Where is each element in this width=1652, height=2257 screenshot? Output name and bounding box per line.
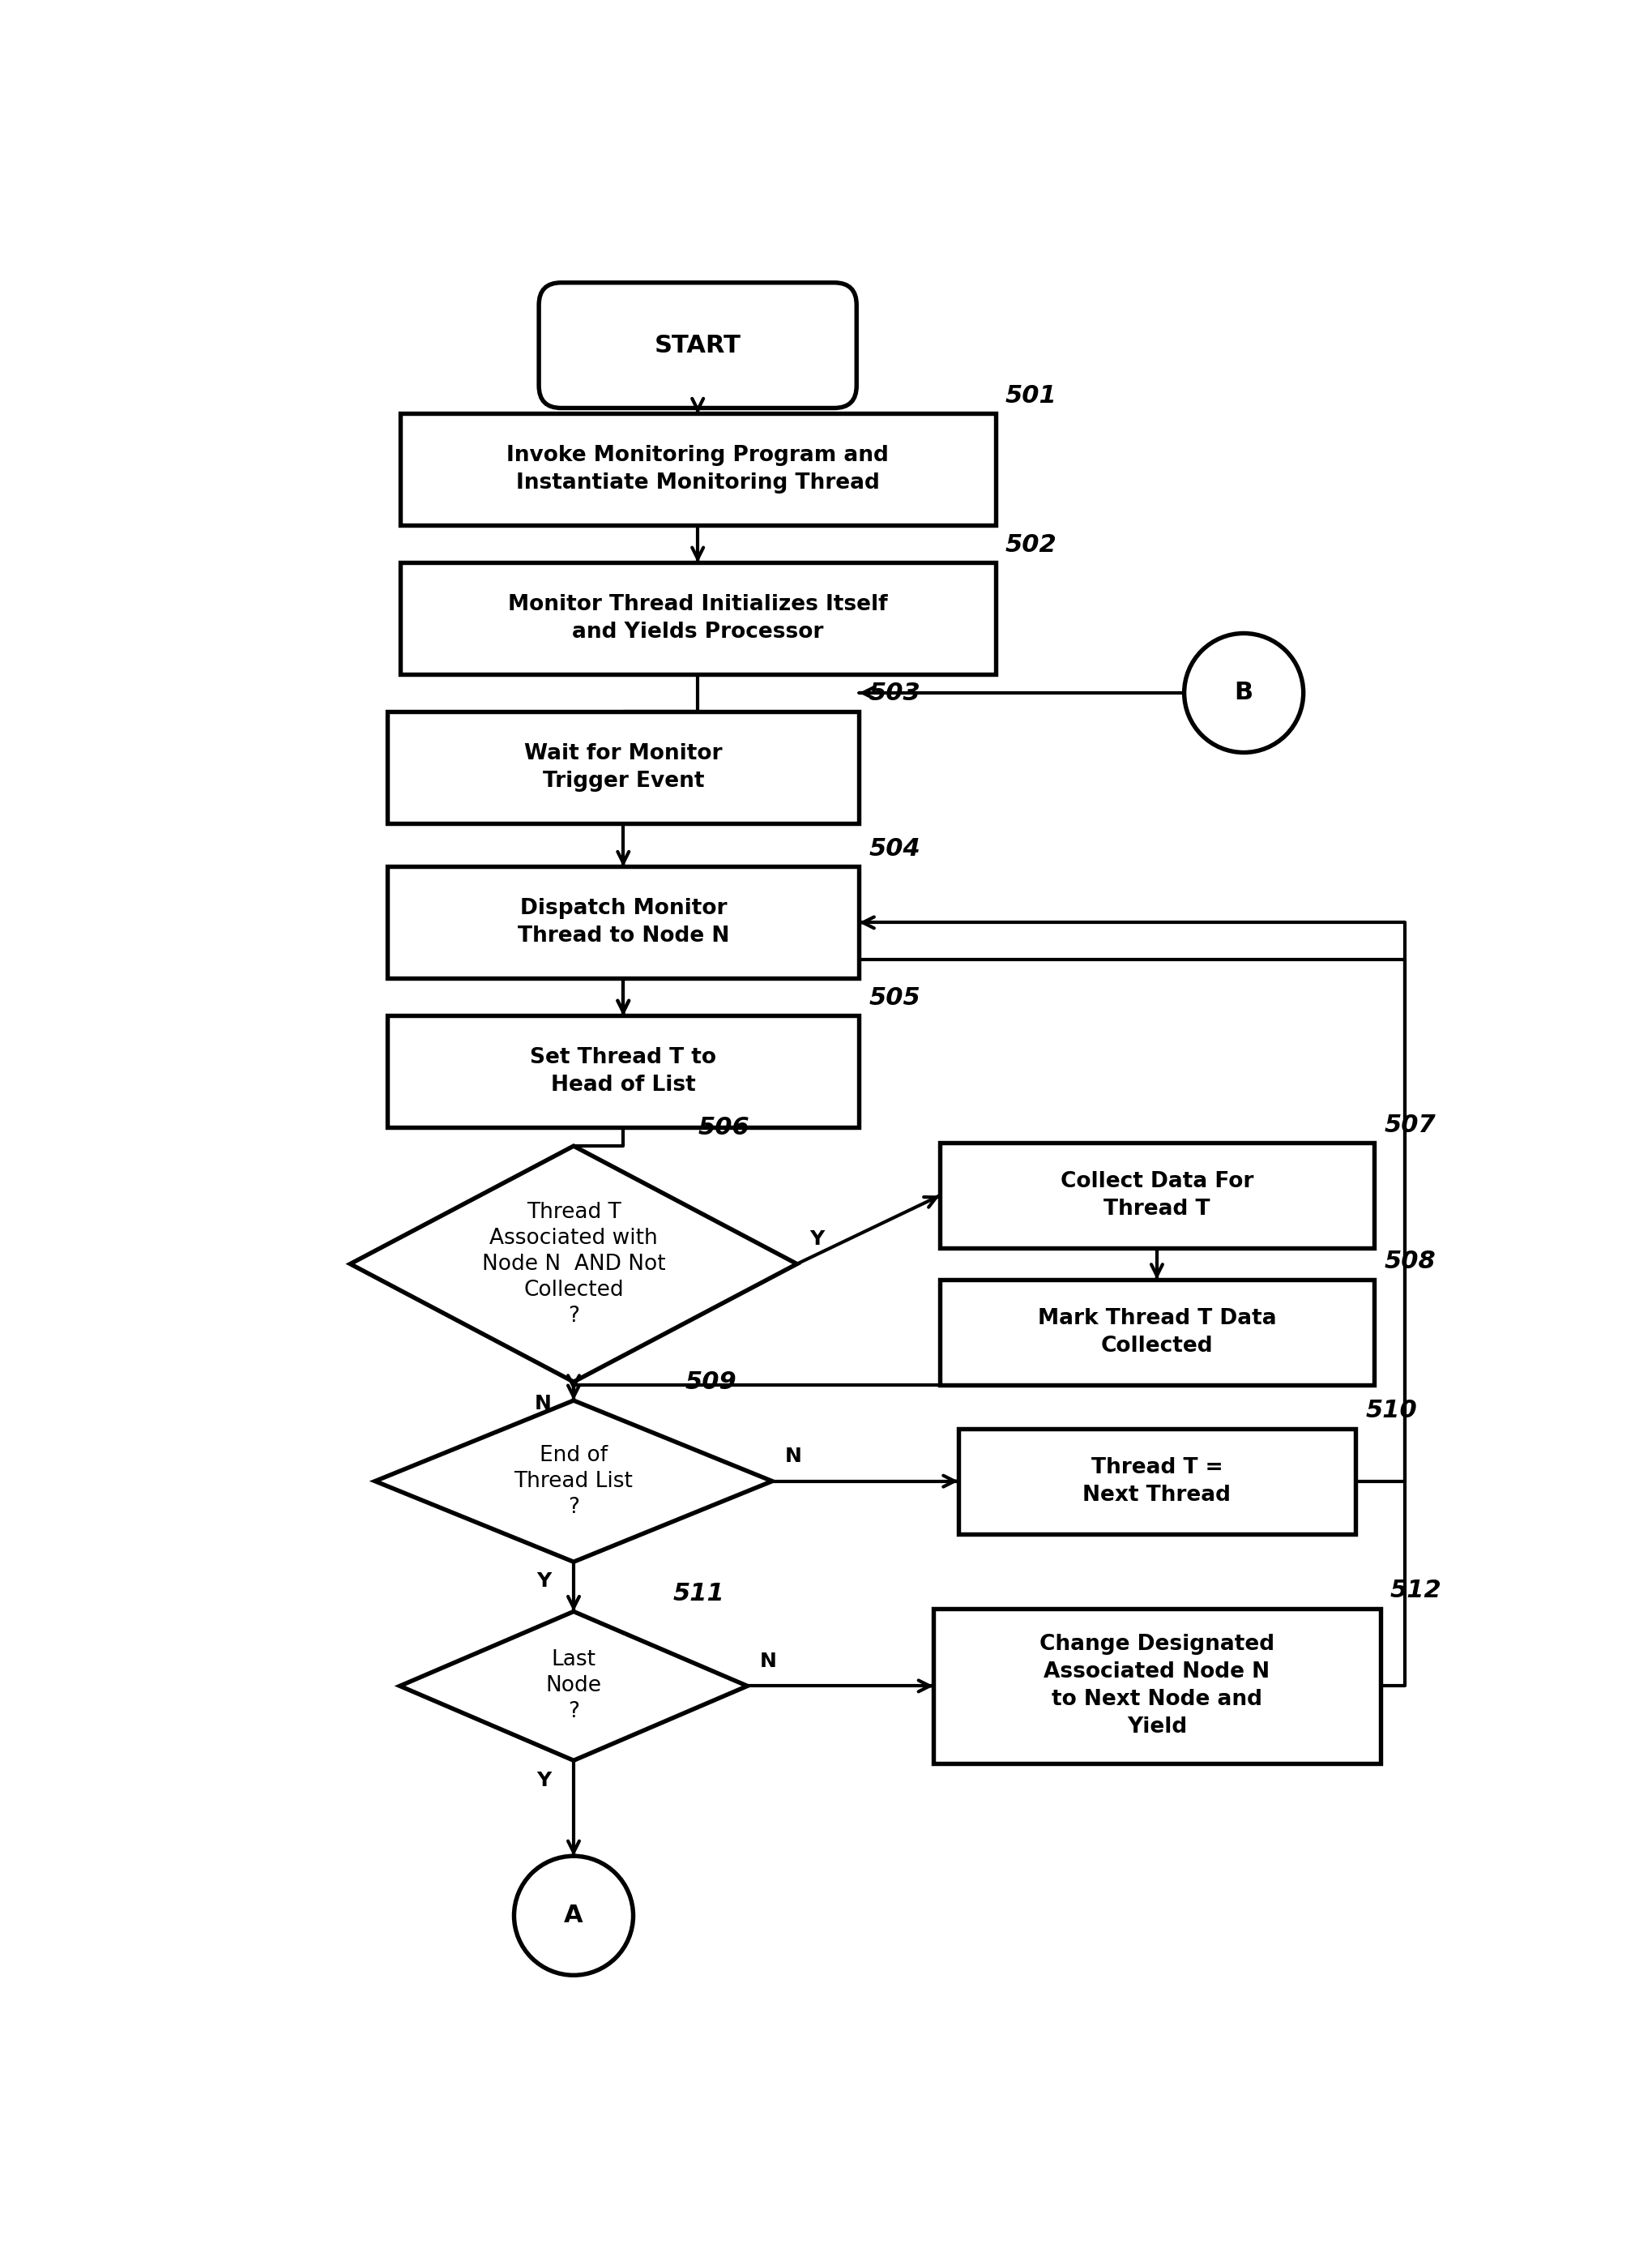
Text: Thread T =
Next Thread: Thread T = Next Thread [1082,1456,1231,1505]
Text: B: B [1234,682,1254,704]
Bar [388,1016,859,1126]
Bar [940,1142,1374,1248]
Text: Mark Thread T Data
Collected: Mark Thread T Data Collected [1037,1307,1277,1356]
Text: 501: 501 [1006,384,1057,406]
Text: A: A [563,1905,583,1927]
Bar [400,562,996,675]
Circle shape [514,1855,633,1975]
Text: Collect Data For
Thread T: Collect Data For Thread T [1061,1171,1254,1221]
Circle shape [1184,634,1303,752]
Text: 505: 505 [869,986,920,1009]
Polygon shape [350,1147,796,1381]
Text: Monitor Thread Initializes Itself
and Yields Processor: Monitor Thread Initializes Itself and Yi… [507,594,887,643]
Text: N: N [760,1652,776,1670]
Bar [933,1609,1381,1763]
Text: 509: 509 [686,1370,737,1395]
Text: Wait for Monitor
Trigger Event: Wait for Monitor Trigger Event [524,743,722,792]
Text: Thread T
Associated with
Node N  AND Not
Collected
?: Thread T Associated with Node N AND Not … [482,1201,666,1327]
Text: 508: 508 [1384,1250,1436,1273]
Text: Invoke Monitoring Program and
Instantiate Monitoring Thread: Invoke Monitoring Program and Instantiat… [507,445,889,494]
Bar [940,1280,1374,1386]
Polygon shape [375,1399,771,1562]
Bar [958,1429,1356,1535]
Bar [400,413,996,526]
Bar [388,867,859,977]
Text: Y: Y [537,1571,552,1591]
Text: 502: 502 [1006,533,1057,555]
Text: Dispatch Monitor
Thread to Node N: Dispatch Monitor Thread to Node N [517,898,729,948]
Text: START: START [654,334,742,357]
Text: 503: 503 [869,682,920,704]
Text: 504: 504 [869,837,920,860]
Text: N: N [534,1395,552,1413]
Text: 506: 506 [697,1117,750,1140]
Text: Change Designated
Associated Node N
to Next Node and
Yield: Change Designated Associated Node N to N… [1039,1634,1274,1738]
Text: Y: Y [537,1769,552,1790]
Text: 510: 510 [1366,1399,1417,1422]
Text: Y: Y [809,1230,824,1248]
Text: End of
Thread List
?: End of Thread List ? [514,1444,633,1517]
Text: Last
Node
?: Last Node ? [545,1650,601,1722]
Bar [388,711,859,824]
Text: Set Thread T to
Head of List: Set Thread T to Head of List [530,1047,717,1097]
Text: 511: 511 [672,1582,725,1605]
Text: 507: 507 [1384,1113,1436,1138]
Text: 512: 512 [1391,1578,1442,1602]
FancyBboxPatch shape [539,282,857,409]
Polygon shape [400,1611,747,1760]
Text: N: N [785,1447,801,1467]
